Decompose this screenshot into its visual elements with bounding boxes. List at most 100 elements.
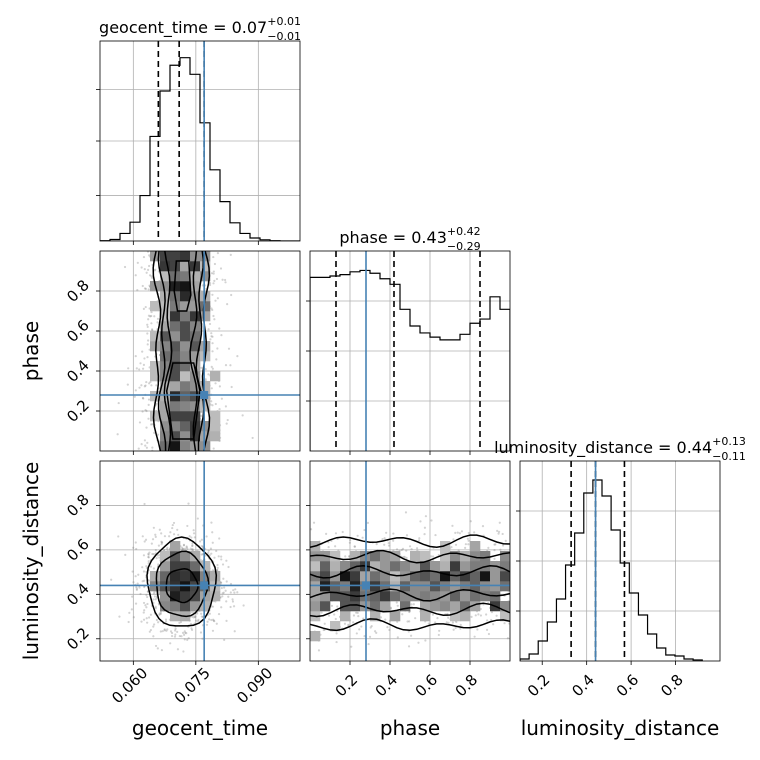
scatter-point — [172, 521, 176, 525]
density-cell — [210, 431, 221, 442]
scatter-point — [219, 267, 223, 270]
scatter-point — [171, 523, 174, 527]
scatter-point — [143, 540, 146, 543]
scatter-point — [392, 539, 395, 542]
scatter-point — [201, 637, 204, 640]
scatter-point — [150, 322, 153, 325]
scatter-point — [213, 620, 216, 623]
scatter-point — [467, 531, 470, 535]
scatter-point — [163, 628, 166, 631]
density-cell — [430, 571, 441, 582]
density-cell — [330, 551, 341, 562]
scatter-point — [204, 378, 207, 381]
scatter-point — [355, 611, 358, 614]
scatter-point — [142, 363, 146, 366]
scatter-point — [504, 539, 507, 542]
scatter-point — [459, 627, 462, 630]
scatter-point — [493, 549, 496, 552]
scatter-point — [155, 384, 158, 387]
x-axis-label-geocent_time: geocent_time — [132, 716, 268, 740]
density-cell — [150, 391, 161, 402]
density-cell — [190, 281, 201, 292]
scatter-point — [160, 543, 163, 546]
scatter-point — [190, 628, 194, 631]
scatter-point — [176, 630, 179, 633]
scatter-point — [147, 553, 150, 556]
y-tick-label: 0.6 — [63, 535, 93, 565]
x-tick-label: 0.2 — [332, 671, 362, 701]
title-phase: phase = 0.43+0.42 — [339, 225, 480, 247]
density-cell — [440, 561, 451, 572]
scatter-point — [236, 591, 239, 594]
scatter-point — [147, 339, 150, 342]
scatter-point — [177, 533, 180, 536]
scatter-point — [132, 581, 135, 584]
scatter-point — [215, 622, 218, 625]
scatter-point — [132, 616, 135, 619]
scatter-point — [157, 544, 161, 547]
scatter-point — [134, 274, 137, 277]
scatter-point — [474, 614, 477, 617]
density-cell — [350, 551, 361, 562]
scatter-point — [138, 421, 142, 424]
scatter-point — [225, 580, 228, 583]
scatter-point — [368, 635, 372, 638]
scatter-point — [207, 549, 210, 552]
scatter-point — [418, 537, 421, 540]
scatter-point — [179, 620, 183, 624]
contour-line — [189, 251, 198, 451]
scatter-point — [185, 545, 188, 548]
density-cell — [450, 591, 461, 602]
scatter-point — [163, 535, 167, 538]
scatter-point — [146, 251, 150, 253]
scatter-point — [216, 563, 219, 567]
x-tick-label: 0.6 — [412, 671, 442, 701]
scatter-point — [497, 530, 501, 533]
scatter-point — [229, 591, 232, 594]
density-cell — [170, 571, 181, 582]
scatter-point — [334, 532, 338, 535]
scatter-point — [221, 278, 224, 281]
scatter-point — [142, 618, 146, 621]
scatter-point — [134, 354, 137, 358]
scatter-point — [190, 548, 194, 551]
density-cell — [370, 591, 381, 602]
scatter-point — [155, 557, 158, 560]
scatter-point — [232, 589, 235, 592]
density-cell — [440, 571, 451, 582]
scatter-point — [152, 526, 155, 529]
density-cell — [200, 381, 211, 392]
y-tick-label: 0.4 — [63, 580, 93, 610]
density-cell — [170, 331, 181, 342]
density-cell — [390, 611, 401, 622]
title-geocent_time: geocent_time = 0.07+0.01 — [99, 15, 301, 38]
scatter-point — [229, 582, 233, 586]
scatter-point — [147, 556, 150, 559]
scatter-point — [379, 616, 383, 619]
scatter-point — [201, 552, 204, 556]
density-cell — [180, 381, 191, 392]
density-cell — [160, 331, 171, 342]
scatter-point — [136, 261, 139, 264]
scatter-point — [327, 614, 331, 617]
scatter-point — [110, 578, 113, 581]
scatter-point — [430, 555, 433, 558]
scatter-point — [211, 404, 214, 407]
scatter-point — [476, 628, 479, 631]
scatter-point — [353, 545, 356, 548]
scatter-point — [160, 540, 163, 543]
scatter-point — [389, 607, 393, 610]
scatter-point — [147, 555, 150, 559]
scatter-point — [218, 327, 221, 330]
scatter-point — [242, 604, 245, 607]
scatter-point — [180, 548, 183, 551]
density-cell — [180, 601, 191, 612]
scatter-point — [184, 631, 187, 634]
scatter-point — [155, 618, 158, 622]
scatter-point — [447, 621, 450, 624]
scatter-point — [404, 511, 408, 514]
density-cell — [460, 611, 471, 622]
scatter-point — [224, 405, 228, 408]
density-cell — [330, 561, 341, 572]
scatter-point — [212, 619, 215, 622]
